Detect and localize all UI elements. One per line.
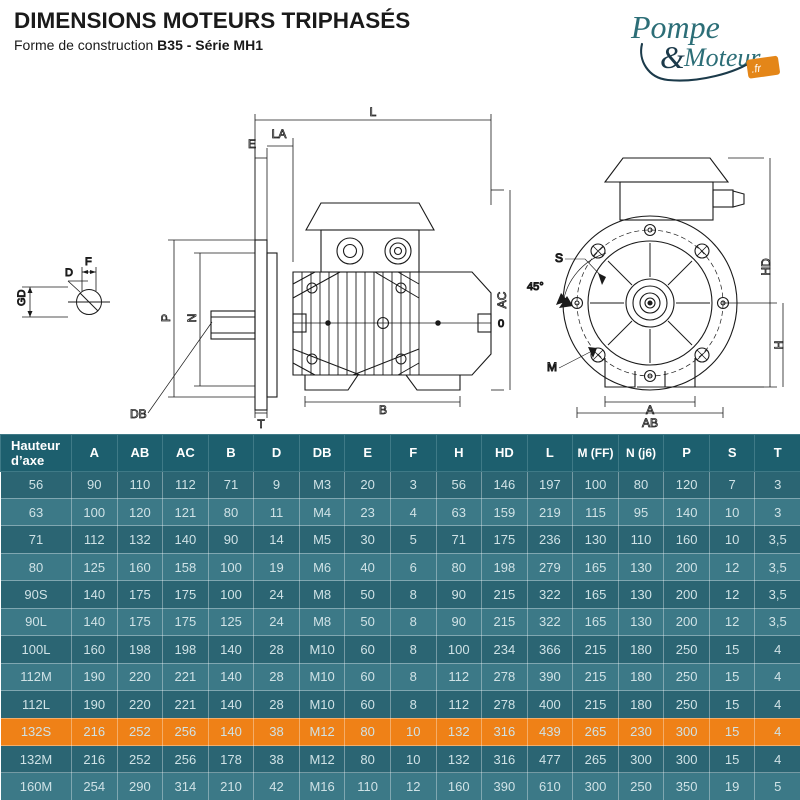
svg-text:45°: 45°: [527, 281, 544, 293]
svg-text:T: T: [257, 417, 265, 430]
svg-text:E: E: [248, 137, 256, 151]
svg-text:M: M: [547, 360, 557, 374]
svg-text:AC: AC: [495, 291, 509, 308]
svg-text:HD: HD: [759, 258, 773, 276]
svg-text:S: S: [555, 251, 563, 265]
svg-text:AB: AB: [642, 416, 658, 430]
svg-text:B: B: [379, 403, 387, 417]
svg-text:F: F: [85, 256, 92, 268]
svg-text:0: 0: [498, 318, 504, 330]
svg-text:GD: GD: [16, 289, 28, 306]
svg-text:&: &: [660, 39, 685, 75]
svg-text:LA: LA: [272, 127, 287, 141]
svg-text:H: H: [772, 341, 786, 350]
svg-text:A: A: [646, 403, 654, 417]
svg-text:N: N: [185, 314, 199, 323]
svg-text:L: L: [370, 105, 377, 119]
svg-text:P: P: [159, 314, 173, 322]
svg-text:D: D: [65, 267, 73, 279]
svg-text:DB: DB: [130, 407, 147, 421]
